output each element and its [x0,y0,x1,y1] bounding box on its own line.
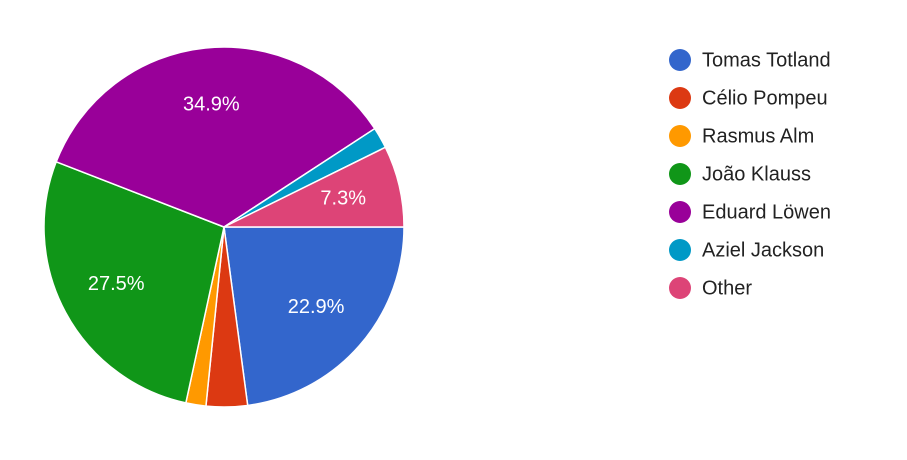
legend-swatch [669,125,691,147]
pie-slice [43,160,225,404]
legend-swatch [669,277,691,299]
pie-slice [223,226,405,407]
legend-label: Rasmus Alm [702,125,814,147]
pie-slice [223,146,405,228]
legend-label: Célio Pompeu [702,87,828,109]
legend-label: João Klauss [702,163,811,185]
legend-label: Tomas Totland [702,49,831,71]
legend-swatch [669,49,691,71]
legend-label: Aziel Jackson [702,239,824,261]
legend-label: Eduard Löwen [702,201,831,223]
legend-swatch [669,201,691,223]
legend-swatch [669,87,691,109]
legend-swatch [669,163,691,185]
slice-label: 7.3% [320,187,366,209]
slice-label: 27.5% [88,273,145,295]
legend-swatch [669,239,691,261]
slice-label: 34.9% [183,94,240,116]
slice-label: 22.9% [288,296,345,318]
pie-slice [55,46,376,228]
legend-label: Other [702,277,752,299]
